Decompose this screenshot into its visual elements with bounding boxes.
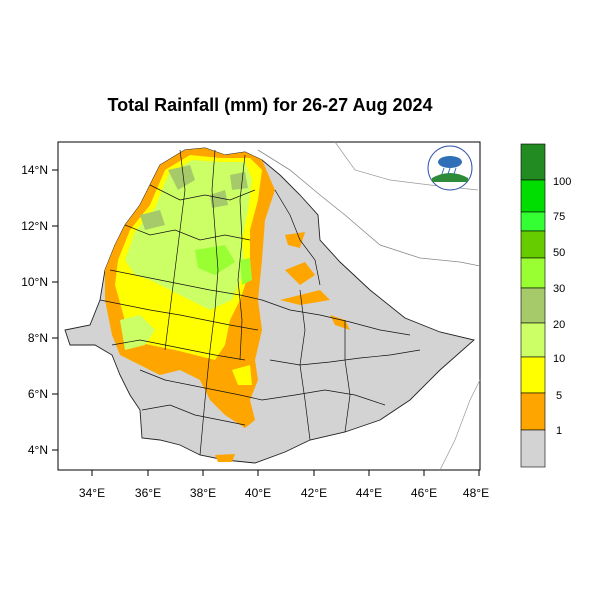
lon-tick-label: 46°E	[411, 486, 437, 500]
lon-tick-label: 48°E	[463, 486, 489, 500]
rain-zone-20mm	[210, 190, 228, 208]
rain-zone-20mm	[230, 172, 248, 190]
rain-zone-1mm	[215, 454, 235, 462]
map-title: Total Rainfall (mm) for 26-27 Aug 2024	[107, 95, 433, 115]
lat-tick-label: 8°N	[28, 331, 48, 345]
legend-swatch	[520, 287, 546, 324]
lat-tick-label: 12°N	[21, 219, 48, 233]
legend-label: 50	[553, 247, 565, 259]
legend-label: 5	[556, 390, 562, 402]
rain-zone-1mm	[285, 262, 315, 285]
y-axis: 14°N 12°N 10°N 8°N 6°N 4°N	[21, 163, 58, 457]
lat-tick-label: 6°N	[28, 387, 48, 401]
coastline	[257, 149, 481, 267]
rain-zone-5mm	[232, 365, 252, 385]
legend-label: 1	[556, 425, 562, 437]
neighbor-border	[439, 379, 481, 471]
lon-tick-label: 40°E	[245, 486, 271, 500]
lat-tick-label: 4°N	[28, 443, 48, 457]
legend-label: 100	[553, 176, 571, 188]
colorbar-legend: 100 75 50 30 20 10 5 1	[520, 143, 571, 468]
legend-swatch	[520, 429, 546, 468]
legend-swatch	[520, 143, 546, 181]
rain-zone-30mm	[240, 258, 252, 285]
legend-label: 10	[553, 353, 565, 365]
rain-zone-20mm	[140, 210, 165, 230]
rain-zone-1mm	[285, 232, 305, 248]
rain-zone-30mm	[195, 245, 235, 275]
legend-label: 75	[553, 211, 565, 223]
lon-tick-label: 44°E	[356, 486, 382, 500]
lon-tick-label: 42°E	[301, 486, 327, 500]
rain-zone-20mm	[168, 165, 195, 190]
legend-swatch	[520, 179, 546, 213]
legend-label: 20	[553, 319, 565, 331]
legend-swatch	[520, 392, 546, 431]
x-axis: 34°E 36°E 38°E 40°E 42°E 44°E 46°E 48°E	[79, 470, 489, 500]
lat-tick-label: 10°N	[21, 275, 48, 289]
admin-boundaries	[99, 149, 421, 456]
legend-swatch	[520, 211, 546, 232]
lon-tick-label: 34°E	[79, 486, 105, 500]
lon-tick-label: 36°E	[135, 486, 161, 500]
legend-swatch	[520, 257, 546, 289]
legend-swatch	[520, 322, 546, 358]
rain-zone-1mm	[280, 290, 330, 305]
legend-swatch	[520, 356, 546, 394]
legend-swatch	[520, 230, 546, 259]
legend-label: 30	[553, 283, 565, 295]
meteorology-institute-logo	[427, 145, 473, 191]
lat-tick-label: 14°N	[21, 163, 48, 177]
map-area	[57, 141, 481, 471]
lon-tick-label: 38°E	[190, 486, 216, 500]
